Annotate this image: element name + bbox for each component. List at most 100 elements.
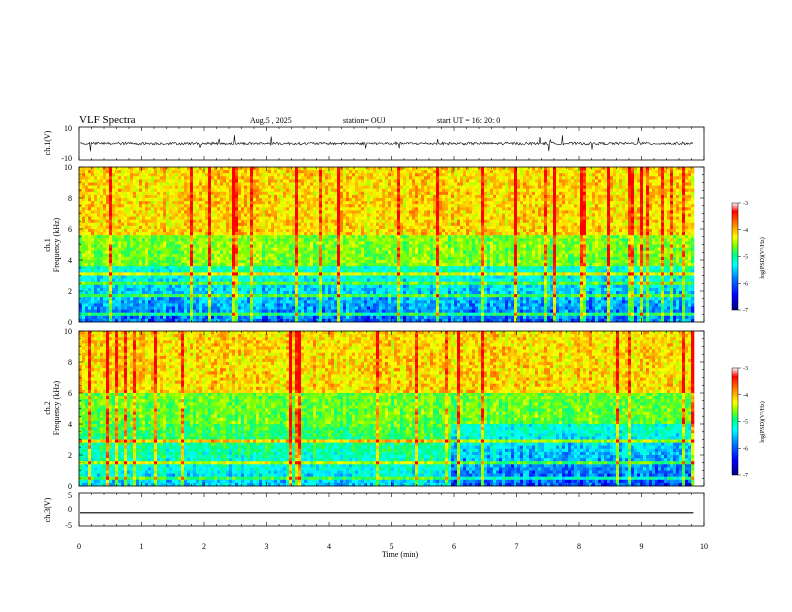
spectrogram-cell — [199, 213, 203, 217]
spectrogram-cell — [682, 229, 686, 233]
spectrogram-cell — [496, 188, 500, 193]
spectrogram-cell — [271, 210, 275, 214]
spectrogram-cell — [682, 235, 686, 239]
spectrogram-cell — [214, 182, 218, 186]
spectrogram-cell — [460, 219, 464, 224]
spectrogram-cell — [259, 173, 263, 177]
spectrogram-cell — [484, 173, 488, 177]
spectrogram-cell — [517, 170, 521, 174]
spectrogram-cell — [676, 198, 680, 202]
spectrogram-cell — [244, 204, 248, 208]
spectrogram-cell — [133, 219, 137, 224]
spectrogram-cell — [577, 194, 581, 199]
spectrogram-cell — [466, 179, 470, 183]
spectrogram-cell — [487, 235, 491, 239]
spectrogram-cell — [460, 235, 464, 239]
spectrogram-cell — [229, 216, 233, 220]
spectrogram-cell — [610, 201, 614, 205]
spectrogram-cell — [295, 179, 299, 183]
spectrogram-cell — [529, 176, 533, 180]
spectrogram-cell — [457, 238, 461, 242]
spectrogram-cell — [649, 176, 653, 180]
spectrogram-cell — [481, 173, 485, 177]
spectrogram-cell — [247, 222, 251, 227]
spectrogram-cell — [172, 241, 176, 245]
spectrogram-cell — [181, 176, 185, 180]
spectrogram-cell — [634, 167, 638, 171]
spectrogram-cell — [286, 210, 290, 214]
spectrogram-cell — [643, 191, 647, 196]
spectrogram-cell — [250, 194, 254, 199]
spectrogram-cell — [223, 204, 227, 208]
spectrogram-cell — [448, 198, 452, 202]
spectrogram-cell — [322, 207, 326, 211]
spectrogram-cell — [688, 204, 692, 208]
spectrogram-cell — [433, 182, 437, 186]
spectrogram-cell — [343, 188, 347, 193]
spectrogram-cell — [655, 225, 659, 230]
spectrogram-cell — [511, 179, 515, 183]
spectrogram-cell — [379, 216, 383, 220]
spectrogram-cell — [514, 176, 518, 180]
spectrogram-cell — [247, 232, 251, 236]
spectrogram-cell — [247, 198, 251, 202]
spectrogram-cell — [310, 216, 314, 220]
spectrogram-cell — [433, 185, 437, 189]
spectrogram-cell — [313, 207, 317, 211]
spectrogram-cell — [346, 182, 350, 186]
spectrogram-cell — [364, 204, 368, 208]
spectrogram-cell — [466, 176, 470, 180]
spectrogram-cell — [256, 238, 260, 242]
spectrogram-cell — [682, 170, 686, 174]
spectrogram-cell — [478, 194, 482, 199]
spectrogram-cell — [640, 201, 644, 205]
spectrogram-cell — [346, 188, 350, 193]
spectrogram-cell — [484, 219, 488, 224]
spectrogram-cell — [367, 188, 371, 193]
spectrogram-cell — [550, 170, 554, 174]
spectrogram-cell — [622, 219, 626, 224]
spectrogram-cell — [502, 213, 506, 217]
spectrogram-cell — [376, 185, 380, 189]
spectrogram-cell — [493, 188, 497, 193]
spectrogram-cell — [670, 204, 674, 208]
spectrogram-cell — [121, 222, 125, 227]
spectrogram-cell — [337, 204, 341, 208]
spectrogram-cell — [574, 213, 578, 217]
spectrogram-cell — [340, 201, 344, 205]
spectrogram-cell — [232, 198, 236, 202]
spectrogram-cell — [109, 167, 113, 171]
spectrogram-cell — [151, 235, 155, 239]
spectrogram-cell — [235, 232, 239, 236]
spectrogram-cell — [196, 222, 200, 227]
spectrogram-cell — [166, 188, 170, 193]
spectrogram-cell — [445, 207, 449, 211]
spectrogram-cell — [388, 191, 392, 196]
spectrogram-cell — [658, 194, 662, 199]
spectrogram-cell — [196, 194, 200, 199]
spectrogram-cell — [193, 182, 197, 186]
spectrogram-cell — [262, 241, 266, 245]
spectrogram-cell — [643, 185, 647, 189]
spectrogram-cell — [418, 188, 422, 193]
spectrogram-cell — [277, 204, 281, 208]
spectrogram-cell — [430, 167, 434, 171]
spectrogram-cell — [262, 167, 266, 171]
spectrogram-cell — [607, 173, 611, 177]
spectrogram-cell — [619, 204, 623, 208]
spectrogram-cell — [601, 213, 605, 217]
spectrogram-cell — [616, 188, 620, 193]
spectrogram-cell — [658, 225, 662, 230]
spectrogram-cell — [604, 188, 608, 193]
spectrogram-cell — [451, 210, 455, 214]
spectrogram-cell — [334, 219, 338, 224]
spectrogram-cell — [391, 179, 395, 183]
spectrogram-cell — [580, 213, 584, 217]
spectrogram-cell — [307, 238, 311, 242]
spectrogram-cell — [613, 225, 617, 230]
spectrogram-cell — [121, 167, 125, 171]
spectrogram-cell — [445, 213, 449, 217]
spectrogram-cell — [154, 170, 158, 174]
spectrogram-cell — [589, 201, 593, 205]
spectrogram-cell — [85, 204, 89, 208]
